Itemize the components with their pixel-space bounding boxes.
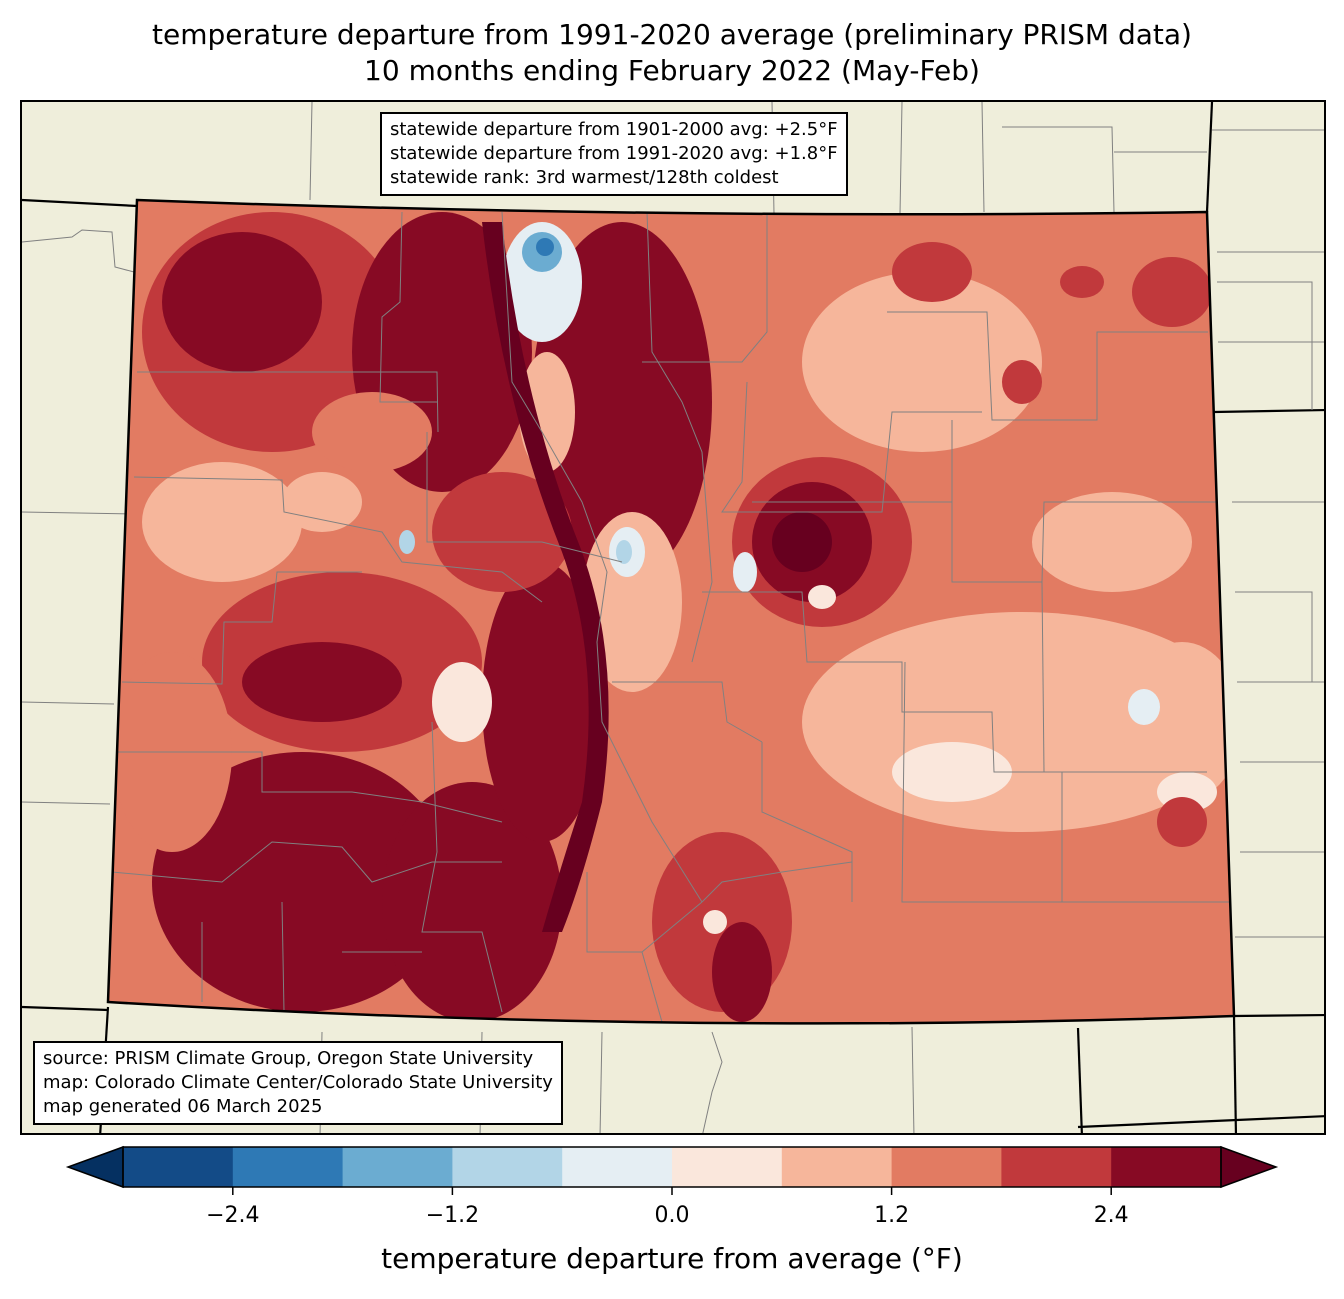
county-borders (111, 211, 1234, 1023)
stats-line-1901-2000: statewide departure from 1901-2000 avg: … (390, 119, 838, 140)
map-panel: statewide departure from 1901-2000 avg: … (20, 100, 1326, 1135)
statewide-stats-box: statewide departure from 1901-2000 avg: … (380, 112, 848, 196)
colorbar-segment (232, 1147, 344, 1187)
colorbar-segment (1111, 1147, 1222, 1187)
stats-line-rank: statewide rank: 3rd warmest/128th coldes… (390, 167, 779, 188)
colorbar-segment (891, 1147, 1002, 1187)
colorbar-segment (562, 1147, 673, 1187)
colorbar-segment (342, 1147, 453, 1187)
colorbar-over-arrow (1220, 1145, 1279, 1189)
colorbar-segment (781, 1147, 893, 1187)
source-line-data: source: PRISM Climate Group, Oregon Stat… (43, 1048, 534, 1069)
colorbar-tick-label: −2.4 (206, 1203, 259, 1228)
colorbar-tick-label: 0.0 (655, 1203, 690, 1228)
colorbar-under-arrow (65, 1145, 124, 1189)
map-title-line2: 10 months ending February 2022 (May-Feb) (364, 54, 980, 87)
colorbar-label: temperature departure from average (°F) (381, 1242, 963, 1275)
stats-line-1991-2020: statewide departure from 1991-2020 avg: … (390, 143, 838, 164)
colorbar: −2.4 −1.2 0.0 1.2 2.4 (65, 1145, 1279, 1228)
colorbar-tick-label: −1.2 (426, 1203, 479, 1228)
colorbar-segment (123, 1147, 234, 1187)
source-box: source: PRISM Climate Group, Oregon Stat… (33, 1041, 563, 1125)
colorbar-tick-label: 2.4 (1094, 1203, 1129, 1228)
map-title-line1: temperature departure from 1991-2020 ave… (152, 18, 1192, 51)
colorado-state-border (106, 198, 1236, 1025)
temperature-field (108, 200, 1234, 1024)
colorado-map (22, 102, 1324, 1133)
colorbar-tick-label: 1.2 (874, 1203, 909, 1228)
neighbor-county-borders (22, 102, 1324, 1133)
colorbar-segment (672, 1147, 783, 1187)
colorbar-ticks: −2.4 −1.2 0.0 1.2 2.4 (206, 1187, 1129, 1228)
colorbar-segments (123, 1147, 1222, 1187)
source-line-generated: map generated 06 March 2025 (43, 1096, 323, 1117)
colorbar-segment (1001, 1147, 1112, 1187)
neighbor-state-borders (22, 102, 1324, 1133)
colorbar-segment (452, 1147, 563, 1187)
source-line-map: map: Colorado Climate Center/Colorado St… (43, 1072, 553, 1093)
